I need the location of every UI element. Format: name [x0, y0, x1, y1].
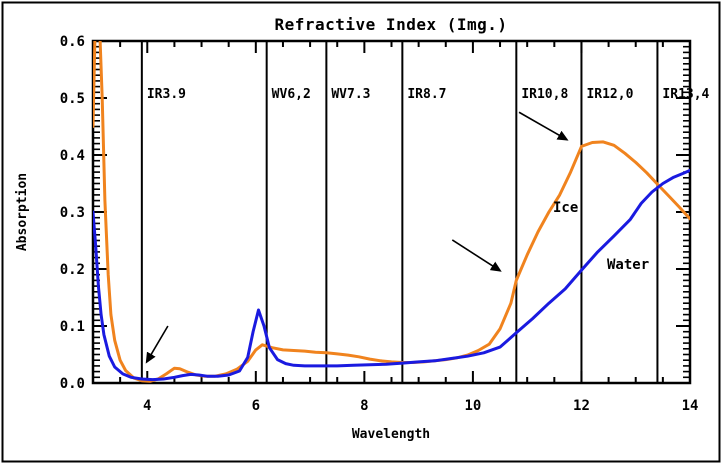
water-series-label: Water — [607, 257, 649, 273]
x-tick-label: 8 — [360, 398, 368, 414]
x-tick-label: 14 — [682, 398, 699, 414]
plot-area: 0.0 0.1 0.2 0.3 0.4 0.5 0.6 4 6 8 10 12 14 IR3.9 WV6,2… — [60, 34, 710, 414]
chart-title: Refractive Index (Img.) — [274, 15, 507, 34]
x-tick-label: 12 — [573, 398, 590, 414]
x-tick-label: 6 — [252, 398, 260, 414]
water-curve — [93, 168, 690, 382]
channel-label-IR10,8: IR10,8 — [521, 87, 568, 102]
y-tick-label: 0.5 — [60, 91, 85, 107]
x-tick-label: 10 — [464, 398, 481, 414]
y-tick-label: 0.3 — [60, 205, 85, 221]
x-tick-label: 4 — [143, 398, 151, 414]
y-tick-label: 0.6 — [60, 34, 85, 50]
channel-label-IR12,0: IR12,0 — [586, 87, 633, 102]
x-axis-label: Wavelength — [352, 427, 430, 442]
annotation-arrow-3 — [518, 111, 569, 141]
annotation-arrow-2 — [451, 239, 502, 272]
y-tick-label: 0.2 — [60, 262, 85, 278]
channel-label-IR3.9: IR3.9 — [147, 87, 186, 102]
ice-curve — [93, 41, 690, 383]
ice-series-label: Ice — [553, 200, 578, 216]
channel-label-WV6,2: WV6,2 — [272, 87, 311, 102]
channel-label-IR13,4: IR13,4 — [662, 87, 709, 102]
y-tick-label: 0.0 — [60, 376, 85, 392]
annotation-arrow-1 — [145, 325, 169, 364]
y-tick-label: 0.1 — [60, 319, 85, 335]
y-axis-label: Absorption — [15, 173, 30, 251]
y-tick-label: 0.4 — [60, 148, 85, 164]
channel-label-IR8.7: IR8.7 — [407, 87, 446, 102]
channel-label-WV7.3: WV7.3 — [331, 87, 370, 102]
